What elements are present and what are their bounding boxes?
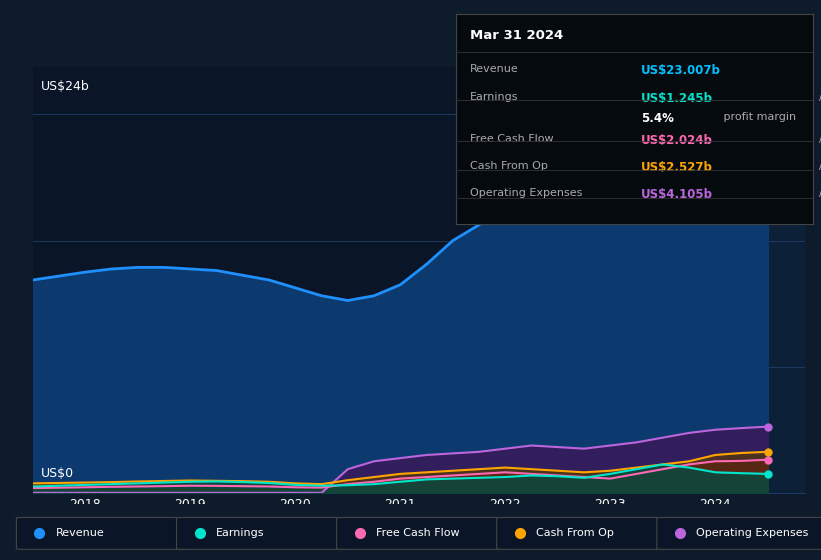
Text: Revenue: Revenue: [470, 64, 519, 74]
Text: Operating Expenses: Operating Expenses: [696, 528, 809, 538]
Text: profit margin: profit margin: [720, 111, 796, 122]
Text: Free Cash Flow: Free Cash Flow: [470, 134, 553, 144]
Text: Free Cash Flow: Free Cash Flow: [376, 528, 460, 538]
Text: US$24b: US$24b: [40, 80, 89, 93]
Text: Cash From Op: Cash From Op: [470, 161, 548, 171]
Text: /yr: /yr: [819, 188, 821, 198]
Text: US$2.527b: US$2.527b: [641, 161, 713, 174]
Text: /yr: /yr: [819, 161, 821, 171]
Text: /yr: /yr: [819, 134, 821, 144]
FancyBboxPatch shape: [497, 517, 665, 549]
FancyBboxPatch shape: [337, 517, 505, 549]
Text: Cash From Op: Cash From Op: [536, 528, 614, 538]
Text: US$0: US$0: [40, 467, 74, 480]
Text: /yr: /yr: [819, 92, 821, 102]
Text: US$2.024b: US$2.024b: [641, 134, 713, 147]
FancyBboxPatch shape: [657, 517, 821, 549]
Text: US$1.245b: US$1.245b: [641, 92, 713, 105]
Text: Earnings: Earnings: [216, 528, 264, 538]
Text: Earnings: Earnings: [470, 92, 518, 102]
Text: Operating Expenses: Operating Expenses: [470, 188, 582, 198]
Text: US$4.105b: US$4.105b: [641, 188, 713, 201]
FancyBboxPatch shape: [16, 517, 185, 549]
Text: 5.4%: 5.4%: [641, 111, 674, 125]
Text: US$23.007b: US$23.007b: [641, 64, 721, 77]
Text: Revenue: Revenue: [56, 528, 104, 538]
Text: Mar 31 2024: Mar 31 2024: [470, 29, 563, 41]
FancyBboxPatch shape: [177, 517, 345, 549]
Bar: [610, 67, 805, 493]
